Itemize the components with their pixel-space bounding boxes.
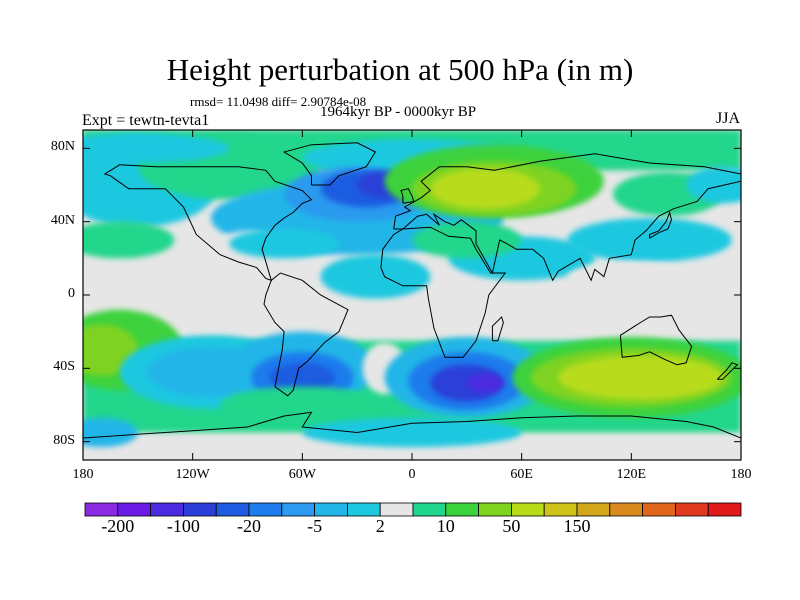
colorbar-swatch — [642, 502, 676, 517]
saharan-green — [412, 221, 522, 259]
y-tick-label: 80S — [53, 432, 75, 448]
colorbar-swatch — [150, 502, 184, 517]
china-cyan — [567, 218, 732, 262]
experiment-label: Expt = tewtn-tevta1 — [82, 112, 210, 129]
equatorial-atlantic-cyan — [320, 254, 431, 299]
plot-title: Height perturbation at 500 hPa (in m) — [166, 52, 634, 87]
colorbar-swatch — [84, 502, 119, 517]
colorbar-label: 150 — [563, 516, 591, 536]
colorbar-label: -20 — [237, 516, 261, 536]
bering-cyan — [83, 133, 230, 163]
colorbar-swatch — [576, 502, 611, 517]
colorbar-swatch — [510, 502, 545, 517]
caribbean-cyan — [229, 229, 339, 259]
colorbar-label: 10 — [436, 516, 455, 536]
colorbar-swatch — [346, 502, 381, 517]
indonesia-neutral — [567, 262, 696, 292]
ross-blue — [83, 417, 138, 448]
colorbar-swatch — [412, 502, 447, 517]
colorbar-swatch — [675, 502, 709, 517]
y-tick-label: 40S — [53, 359, 75, 375]
britain-coast — [400, 188, 415, 204]
australia-coast — [619, 314, 693, 366]
colorbar-label: -200 — [101, 516, 135, 536]
colorbar-swatch — [707, 502, 742, 517]
greenland-coast — [282, 142, 377, 186]
kamchatka-cyan — [686, 166, 741, 204]
madagascar-coast — [491, 316, 504, 342]
colorbar-swatch — [248, 502, 283, 517]
south-america-darkblue — [269, 362, 336, 393]
y-tick-label: 40N — [50, 212, 75, 228]
colorbar-swatch — [117, 502, 152, 517]
x-tick-label: 180 — [72, 467, 94, 482]
colorbar-swatch — [314, 502, 348, 517]
colorbar-swatch — [281, 502, 315, 517]
africa-coast — [380, 226, 507, 358]
eurasia-coast — [393, 153, 741, 282]
pacific-green — [83, 221, 175, 259]
south-atlantic-core — [466, 373, 504, 393]
x-tick-label: 120E — [616, 467, 647, 482]
antarctica-coast — [83, 411, 741, 439]
north-america-coast — [103, 164, 313, 282]
x-tick-label: 180 — [730, 467, 752, 482]
rmsd-stats: rmsd= 11.0498 diff= 2.90784e-08 — [190, 94, 367, 109]
australia-yellow — [558, 355, 723, 400]
antarctic-cyan — [302, 417, 522, 448]
colorbar-label: -100 — [166, 516, 200, 536]
y-tick-label: 80N — [50, 139, 75, 155]
colorbar-swatch — [182, 502, 217, 517]
x-tick-label: 120W — [175, 467, 210, 482]
colorbar-swatch — [609, 502, 643, 517]
colorbar-label: 50 — [502, 516, 521, 536]
colorbar-swatch — [478, 502, 512, 517]
y-tick-label: 0 — [68, 286, 75, 301]
japan-coast — [649, 210, 673, 239]
x-tick-label: 60W — [288, 467, 316, 482]
colorbar-label: -5 — [307, 516, 323, 536]
europe-yellow — [430, 168, 540, 209]
season-label: JJA — [715, 110, 740, 127]
colorbar-swatch — [379, 502, 414, 517]
colorbar-swatch — [543, 502, 578, 517]
south-america-coast — [263, 272, 349, 397]
drake-green — [220, 386, 385, 424]
colorbar-swatch — [215, 502, 250, 517]
colorbar-label: 2 — [375, 516, 385, 536]
colorbar-swatch — [445, 502, 479, 517]
x-tick-label: 60E — [510, 467, 533, 482]
period-label: 1964kyr BP - 0000kyr BP — [320, 104, 477, 120]
antarctic-neutral-band — [83, 438, 741, 460]
x-tick-label: 0 — [408, 467, 416, 482]
newzealand-coast — [716, 362, 739, 380]
